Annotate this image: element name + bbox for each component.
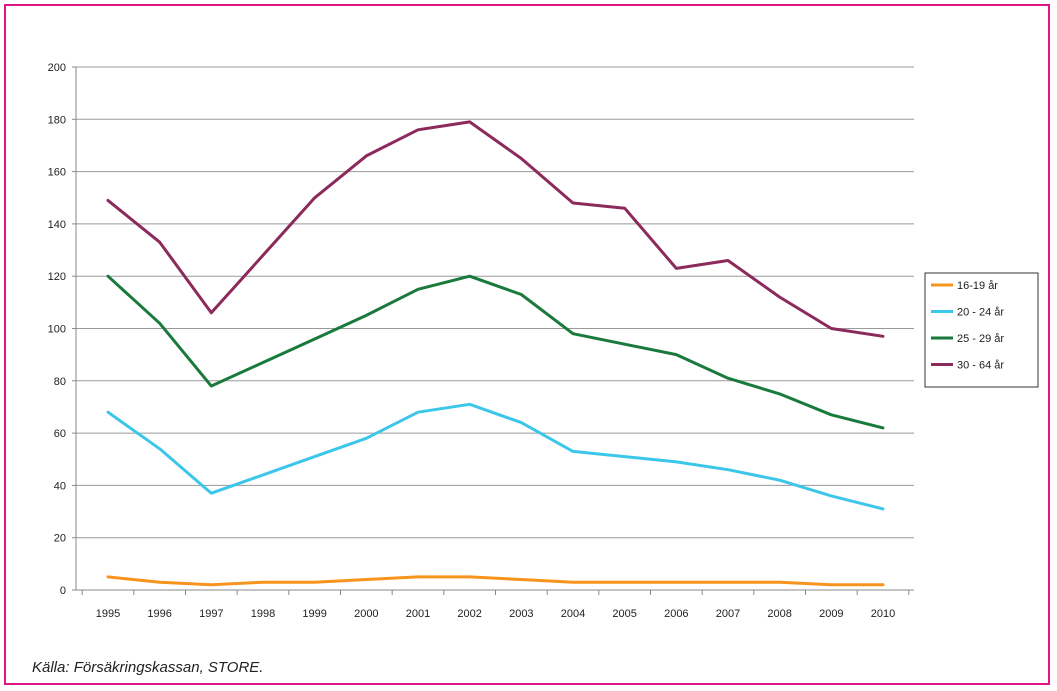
- x-tick-label: 2009: [819, 608, 843, 620]
- x-tick-label: 2005: [612, 608, 636, 620]
- y-tick-label: 20: [54, 533, 66, 545]
- legend-label: 16-19 år: [957, 280, 998, 292]
- x-tick-label: 2000: [354, 608, 378, 620]
- y-tick-label: 60: [54, 428, 66, 440]
- x-tick-label: 1997: [199, 608, 223, 620]
- series-line: [106, 274, 885, 430]
- source-note: Källa: Försäkringskassan, STORE.: [32, 659, 264, 676]
- x-tick-label: 2002: [457, 608, 481, 620]
- legend-box: [924, 272, 1039, 388]
- x-tick-label: 1995: [96, 608, 120, 620]
- series-line: [106, 575, 885, 587]
- y-tick-label: 0: [60, 585, 66, 597]
- y-tick-label: 140: [48, 219, 66, 231]
- y-tick-label: 200: [48, 62, 66, 74]
- legend-label: 25 - 29 år: [957, 333, 1004, 345]
- y-tick-label: 160: [48, 167, 66, 179]
- y-tick-label: 120: [48, 271, 66, 283]
- y-tick-label: 40: [54, 480, 66, 492]
- x-tick-label: 2006: [664, 608, 688, 620]
- x-tick-label: 1998: [251, 608, 275, 620]
- legend-label: 30 - 64 år: [957, 360, 1004, 372]
- x-tick-label: 2007: [716, 608, 740, 620]
- y-tick-label: 80: [54, 376, 66, 388]
- x-tick-label: 1996: [147, 608, 171, 620]
- x-tick-label: 2010: [871, 608, 895, 620]
- x-tick-label: 2008: [767, 608, 791, 620]
- x-tick-label: 2001: [406, 608, 430, 620]
- x-tick-label: 2004: [561, 608, 585, 620]
- legend-label: 20 - 24 år: [957, 307, 1004, 319]
- series-line: [106, 402, 885, 511]
- x-tick-label: 1999: [302, 608, 326, 620]
- x-tick-label: 2003: [509, 608, 533, 620]
- series-line: [106, 120, 885, 338]
- y-tick-label: 100: [48, 324, 66, 336]
- y-tick-label: 180: [48, 114, 66, 126]
